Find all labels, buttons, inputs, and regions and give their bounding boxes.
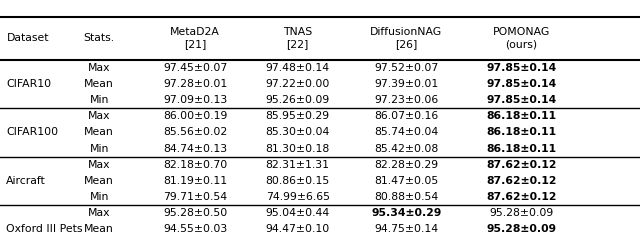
Text: Mean: Mean bbox=[84, 224, 114, 234]
Text: Max: Max bbox=[88, 111, 111, 121]
Text: 86.07±0.16: 86.07±0.16 bbox=[374, 111, 438, 121]
Text: POMONAG
(ours): POMONAG (ours) bbox=[493, 27, 550, 49]
Text: 86.18±0.11: 86.18±0.11 bbox=[486, 111, 557, 121]
Text: Mean: Mean bbox=[84, 79, 114, 89]
Text: Min: Min bbox=[90, 144, 109, 154]
Text: Oxford III Pets: Oxford III Pets bbox=[6, 224, 83, 234]
Text: 97.45±0.07: 97.45±0.07 bbox=[163, 63, 227, 73]
Text: 80.88±0.54: 80.88±0.54 bbox=[374, 192, 438, 202]
Text: 95.04±0.44: 95.04±0.44 bbox=[266, 208, 330, 218]
Text: 97.85±0.14: 97.85±0.14 bbox=[486, 63, 557, 73]
Text: 82.28±0.29: 82.28±0.29 bbox=[374, 160, 438, 170]
Text: Mean: Mean bbox=[84, 127, 114, 137]
Text: 81.30±0.18: 81.30±0.18 bbox=[266, 144, 330, 154]
Text: 85.30±0.04: 85.30±0.04 bbox=[266, 127, 330, 137]
Text: CIFAR100: CIFAR100 bbox=[6, 127, 58, 137]
Text: 85.95±0.29: 85.95±0.29 bbox=[266, 111, 330, 121]
Text: 94.47±0.10: 94.47±0.10 bbox=[266, 224, 330, 234]
Text: Aircraft: Aircraft bbox=[6, 176, 46, 186]
Text: Max: Max bbox=[88, 63, 111, 73]
Text: 97.23±0.06: 97.23±0.06 bbox=[374, 95, 438, 105]
Text: 80.86±0.15: 80.86±0.15 bbox=[266, 176, 330, 186]
Text: 95.28±0.09: 95.28±0.09 bbox=[490, 208, 554, 218]
Text: Min: Min bbox=[90, 95, 109, 105]
Text: 97.85±0.14: 97.85±0.14 bbox=[486, 95, 557, 105]
Text: 97.39±0.01: 97.39±0.01 bbox=[374, 79, 438, 89]
Text: 94.55±0.03: 94.55±0.03 bbox=[163, 224, 227, 234]
Text: 97.09±0.13: 97.09±0.13 bbox=[163, 95, 227, 105]
Text: 81.47±0.05: 81.47±0.05 bbox=[374, 176, 438, 186]
Text: 86.18±0.11: 86.18±0.11 bbox=[486, 144, 557, 154]
Text: 97.85±0.14: 97.85±0.14 bbox=[486, 79, 557, 89]
Text: 95.28±0.50: 95.28±0.50 bbox=[163, 208, 227, 218]
Text: Mean: Mean bbox=[84, 176, 114, 186]
Text: 95.26±0.09: 95.26±0.09 bbox=[266, 95, 330, 105]
Text: Max: Max bbox=[88, 208, 111, 218]
Text: 81.19±0.11: 81.19±0.11 bbox=[163, 176, 227, 186]
Text: 82.31±1.31: 82.31±1.31 bbox=[266, 160, 330, 170]
Text: 97.48±0.14: 97.48±0.14 bbox=[266, 63, 330, 73]
Text: 86.18±0.11: 86.18±0.11 bbox=[486, 127, 557, 137]
Text: Max: Max bbox=[88, 160, 111, 170]
Text: 79.71±0.54: 79.71±0.54 bbox=[163, 192, 227, 202]
Text: 74.99±6.65: 74.99±6.65 bbox=[266, 192, 330, 202]
Text: 97.22±0.00: 97.22±0.00 bbox=[266, 79, 330, 89]
Text: MetaD2A
[21]: MetaD2A [21] bbox=[170, 27, 220, 49]
Text: 95.34±0.29: 95.34±0.29 bbox=[371, 208, 442, 218]
Text: 97.52±0.07: 97.52±0.07 bbox=[374, 63, 438, 73]
Text: CIFAR10: CIFAR10 bbox=[6, 79, 52, 89]
Text: 82.18±0.70: 82.18±0.70 bbox=[163, 160, 227, 170]
Text: Stats.: Stats. bbox=[84, 33, 115, 43]
Text: TNAS
[22]: TNAS [22] bbox=[283, 27, 312, 49]
Text: 84.74±0.13: 84.74±0.13 bbox=[163, 144, 227, 154]
Text: 95.28±0.09: 95.28±0.09 bbox=[486, 224, 557, 234]
Text: 85.56±0.02: 85.56±0.02 bbox=[163, 127, 227, 137]
Text: 87.62±0.12: 87.62±0.12 bbox=[486, 176, 557, 186]
Text: DiffusionNAG
[26]: DiffusionNAG [26] bbox=[371, 27, 442, 49]
Text: Min: Min bbox=[90, 192, 109, 202]
Text: 85.74±0.04: 85.74±0.04 bbox=[374, 127, 438, 137]
Text: 87.62±0.12: 87.62±0.12 bbox=[486, 192, 557, 202]
Text: 97.28±0.01: 97.28±0.01 bbox=[163, 79, 227, 89]
Text: 87.62±0.12: 87.62±0.12 bbox=[486, 160, 557, 170]
Text: 86.00±0.19: 86.00±0.19 bbox=[163, 111, 227, 121]
Text: 85.42±0.08: 85.42±0.08 bbox=[374, 144, 438, 154]
Text: Dataset: Dataset bbox=[6, 33, 49, 43]
Text: 94.75±0.14: 94.75±0.14 bbox=[374, 224, 438, 234]
